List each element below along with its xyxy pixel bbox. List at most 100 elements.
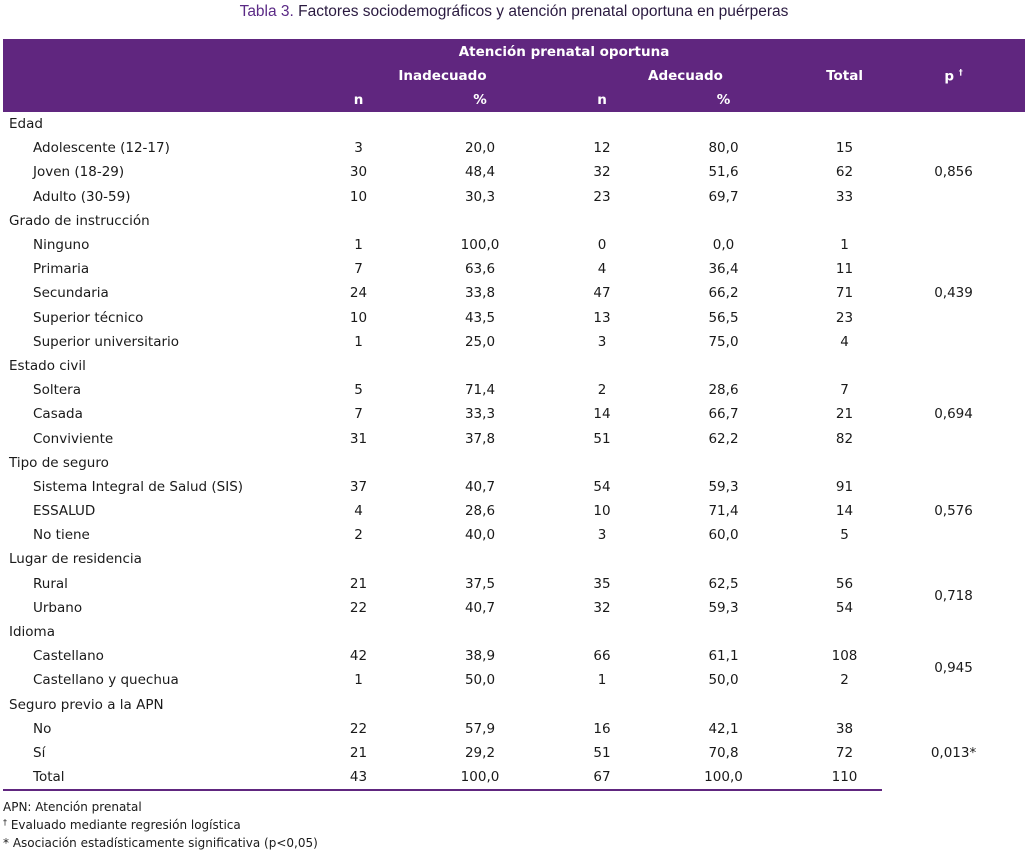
cell-n2: 23 xyxy=(593,188,611,205)
cell-pct2: 51,6 xyxy=(708,164,739,181)
cell-pct1: 38,9 xyxy=(464,648,496,665)
group-row: Idioma xyxy=(3,620,1025,644)
table-row: Ninguno 1 100,0 0 0,0 1 0,439 xyxy=(3,233,1025,301)
header-blank xyxy=(807,39,883,64)
cell-pvalue-empty xyxy=(882,112,1025,136)
cell-n1 xyxy=(321,209,396,233)
cell-pct1: 37,5 xyxy=(464,575,496,592)
group-label: Seguro previo a la APN xyxy=(9,696,164,713)
table-row: Soltera 5 71,4 2 28,6 7 0,694 xyxy=(3,378,1025,422)
cell-total xyxy=(807,547,882,571)
table-row: Castellano y quechua 1 50,0 1 50,0 2 xyxy=(3,668,1025,692)
cell-n1: 43 xyxy=(321,765,396,792)
cell-pct1: 100,0 xyxy=(460,237,500,254)
cell-pct1 xyxy=(396,112,564,136)
row-label: Soltera xyxy=(33,382,82,399)
cell-total: 23 xyxy=(835,309,854,326)
cell-pct1: 48,4 xyxy=(464,164,496,181)
cell-pct1 xyxy=(396,451,564,475)
header-p-mark: † xyxy=(958,67,963,77)
cell-n2 xyxy=(564,693,640,717)
cell-n2: 32 xyxy=(593,164,611,181)
cell-total: 33 xyxy=(835,188,854,205)
cell-n1 xyxy=(321,620,396,644)
cell-n1: 37 xyxy=(349,478,368,495)
header-p: p † xyxy=(882,64,1026,88)
cell-pct2: 62,2 xyxy=(708,430,739,447)
group-label: Tipo de seguro xyxy=(9,454,109,471)
cell-n1: 4 xyxy=(354,503,363,520)
row-label: Ninguno xyxy=(33,237,90,254)
cell-total: 71 xyxy=(835,285,854,302)
cell-n1: 21 xyxy=(349,744,368,761)
cell-pvalue: 0,856 xyxy=(934,164,973,181)
cell-pvalue-empty xyxy=(882,620,1025,644)
cell-pvalue: 0,576 xyxy=(934,503,973,520)
cell-total: 4 xyxy=(840,333,849,350)
cell-n1: 31 xyxy=(349,430,368,447)
cell-n2 xyxy=(564,547,640,571)
table-row: No 22 57,9 16 42,1 38 0,013* xyxy=(3,717,1025,762)
cell-pct2: 36,4 xyxy=(708,261,739,278)
cell-n2: 51 xyxy=(593,744,611,761)
footnote-dagger-text: Evaluado mediante regresión logística xyxy=(7,818,241,832)
cell-total: 1 xyxy=(840,237,849,254)
cell-n1: 42 xyxy=(349,648,368,665)
cell-pct1 xyxy=(396,547,564,571)
cell-pct2: 71,4 xyxy=(708,503,739,520)
cell-n2: 16 xyxy=(593,720,611,737)
table-row: Sí 21 29,2 51 70,8 72 xyxy=(3,741,1025,765)
footnote-asterisk: * Asociación estadísticamente significat… xyxy=(3,836,318,850)
cell-n1: 22 xyxy=(349,720,368,737)
cell-n1: 1 xyxy=(354,237,363,254)
cell-n2: 66 xyxy=(593,648,611,665)
cell-total: 110 xyxy=(807,765,883,792)
group-label: Idioma xyxy=(9,624,55,641)
cell-n1: 21 xyxy=(349,575,368,592)
cell-total xyxy=(807,451,882,475)
cell-pvalue: 0,718 xyxy=(934,587,973,604)
header-group: Atención prenatal oportuna xyxy=(321,39,808,64)
cell-total: 11 xyxy=(835,261,854,278)
cell-pct1 xyxy=(396,693,564,717)
group-label: Lugar de residencia xyxy=(9,551,142,568)
cell-n2: 35 xyxy=(593,575,611,592)
table-row: Secundaria 24 33,8 47 66,2 71 xyxy=(3,281,1025,305)
cell-pct2 xyxy=(640,112,807,136)
caption-label: Tabla 3. xyxy=(239,3,294,20)
cell-n2 xyxy=(564,112,640,136)
row-label: Primaria xyxy=(33,261,90,278)
cell-pct2 xyxy=(640,693,807,717)
table-row: Casada 7 33,3 14 66,7 21 xyxy=(3,402,1025,426)
cell-n1: 1 xyxy=(354,672,363,689)
row-label: No xyxy=(33,720,52,737)
group-label: Estado civil xyxy=(9,357,86,374)
cell-total: 2 xyxy=(840,672,849,689)
cell-pct2: 42,1 xyxy=(708,720,739,737)
cell-pct2 xyxy=(640,209,807,233)
cell-pvalue-empty xyxy=(882,209,1025,233)
table-row: No tiene 2 40,0 3 60,0 5 xyxy=(3,523,1025,547)
cell-n1: 22 xyxy=(349,599,368,616)
cell-pct2: 100,0 xyxy=(640,765,808,792)
cell-pct1: 33,3 xyxy=(464,406,496,423)
cell-n1 xyxy=(321,354,396,378)
cell-n2: 0 xyxy=(597,237,607,254)
cell-n2: 12 xyxy=(593,140,611,157)
cell-n1: 7 xyxy=(354,406,363,423)
table-row: Castellano 42 38,9 66 61,1 108 0,945 xyxy=(3,644,1025,676)
header-total: Total xyxy=(807,64,883,88)
table-row: Total 43 100,0 67 100,0 110 xyxy=(3,765,1025,792)
cell-pct2: 28,6 xyxy=(708,382,739,399)
cell-n2 xyxy=(564,451,640,475)
cell-pct1: 63,6 xyxy=(464,261,496,278)
row-label: Casada xyxy=(33,406,83,423)
header-blank xyxy=(3,64,321,88)
header-blank xyxy=(882,39,1026,64)
cell-n2 xyxy=(564,620,640,644)
cell-n1: 10 xyxy=(349,188,368,205)
cell-n2: 54 xyxy=(593,478,611,495)
header-blank xyxy=(3,88,321,112)
cell-pct1: 100,0 xyxy=(396,765,564,792)
table-row: Superior universitario 1 25,0 3 75,0 4 xyxy=(3,330,1025,354)
